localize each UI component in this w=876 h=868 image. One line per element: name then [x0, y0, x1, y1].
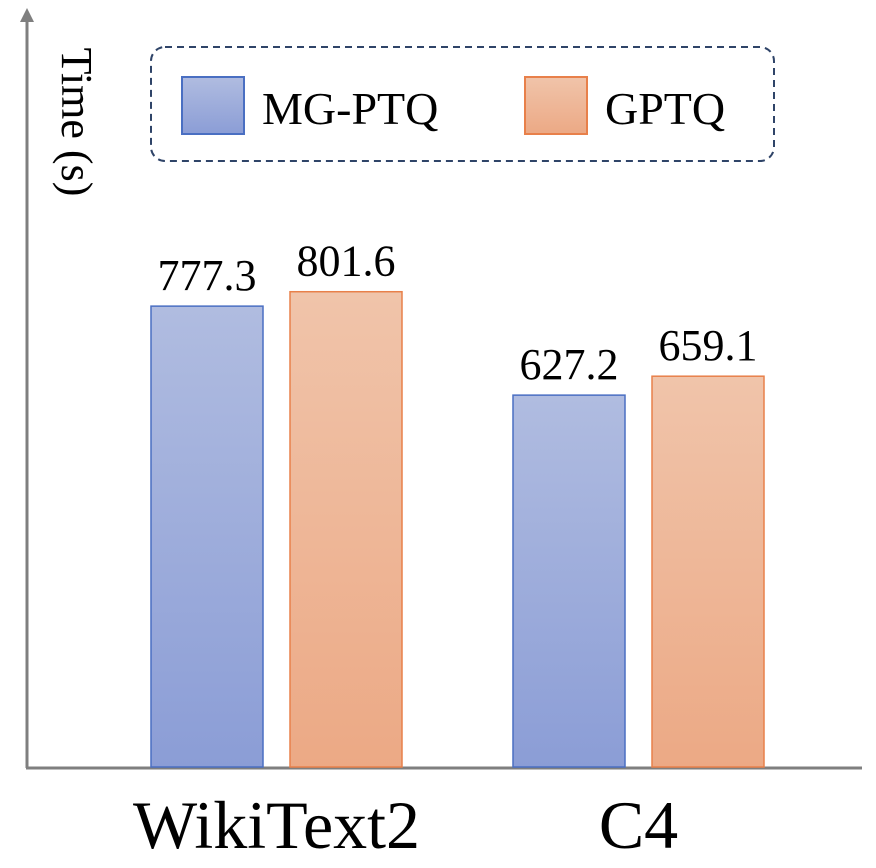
bar-wikitext2-gptq: [289, 290, 403, 768]
series-mg-ptq: 777.3 627.2: [150, 251, 626, 768]
value-label-wikitext2-mg-ptq: 777.3: [158, 251, 257, 300]
value-label-wikitext2-gptq: 801.6: [297, 237, 396, 286]
x-tick-label-wikitext2: WikiText2: [133, 787, 420, 863]
legend-box: [150, 46, 775, 162]
bar-c4-gptq: [651, 375, 765, 768]
legend-swatch-mg-ptq: [181, 76, 245, 135]
legend-label-gptq: GPTQ: [605, 83, 725, 134]
bar-c4-mg-ptq: [512, 394, 626, 768]
legend-swatch-gptq: [524, 76, 588, 135]
y-axis-label: Time (s): [52, 48, 101, 197]
legend: MG-PTQ GPTQ: [150, 46, 775, 162]
legend-label-mg-ptq: MG-PTQ: [262, 83, 438, 134]
value-label-c4-mg-ptq: 627.2: [520, 340, 619, 389]
series-gptq: 801.6 659.1: [289, 237, 765, 768]
y-axis-arrowhead: [20, 8, 34, 22]
value-label-c4-gptq: 659.1: [659, 321, 758, 370]
bar-wikitext2-mg-ptq: [150, 305, 264, 768]
x-tick-label-c4: C4: [599, 787, 678, 863]
